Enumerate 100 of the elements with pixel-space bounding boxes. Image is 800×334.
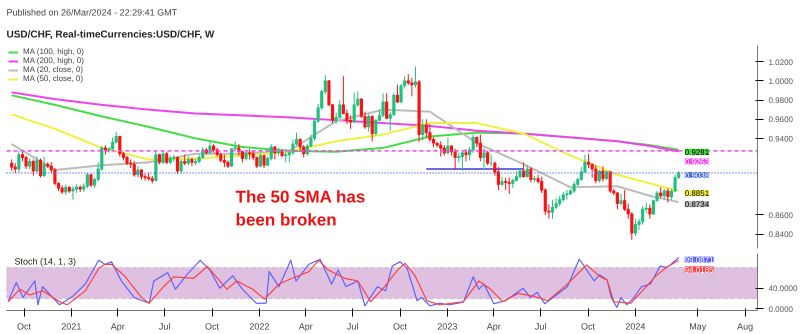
candlestick	[64, 184, 68, 196]
x-tick-label: Oct	[205, 322, 220, 332]
x-tick-label: Oct	[393, 322, 408, 332]
candlestick	[526, 164, 529, 178]
x-tick-label: 2021	[61, 322, 82, 332]
candlestick	[619, 193, 623, 206]
x-tick-label: Jul	[534, 322, 546, 332]
candlestick	[616, 192, 619, 210]
candlestick	[572, 180, 576, 194]
candlestick	[370, 114, 374, 142]
candlestick	[454, 148, 457, 170]
data-label: 0.9281	[684, 148, 710, 157]
candlestick	[558, 195, 562, 207]
candlestick	[410, 78, 414, 97]
candlestick	[262, 154, 266, 169]
candlestick	[460, 151, 464, 172]
candlestick	[565, 190, 568, 200]
annotation: The 50 SMA has been broken	[236, 188, 366, 230]
candlestick	[648, 204, 652, 220]
data-label: 94.0185	[684, 265, 714, 274]
candlestick	[284, 148, 288, 163]
candlestick	[424, 118, 428, 138]
candlestick	[392, 92, 396, 117]
candlestick	[562, 192, 565, 202]
legend-label: MA (200, high, 0)	[23, 56, 84, 65]
candlestick	[162, 150, 165, 165]
candlestick	[381, 92, 385, 118]
candlestick	[140, 168, 144, 180]
candlestick	[14, 162, 17, 174]
x-tick-label: Oct	[581, 322, 596, 332]
y-tick-label: 0.9600	[768, 115, 794, 124]
x-tick-label: Oct	[17, 322, 32, 332]
candlestick	[594, 164, 598, 184]
candlestick	[601, 166, 605, 182]
x-tick-label: Jul	[158, 322, 170, 332]
chart-title: Stoch (14, 1, 3)	[14, 256, 76, 266]
candlestick	[222, 154, 226, 168]
candlestick	[385, 92, 388, 120]
y-tick-label: 0.8400	[768, 230, 794, 240]
candlestick	[183, 154, 186, 166]
x-tick-label: 2024	[625, 322, 646, 332]
candlestick	[104, 144, 107, 156]
x-tick-label: May	[689, 322, 707, 332]
x-tick-label: Apr	[298, 322, 313, 332]
text: Published on 26/Mar/2024 - 22:29:41 GMT	[6, 8, 178, 18]
candlestick	[248, 148, 252, 160]
candlestick	[10, 158, 14, 172]
candlestick	[71, 186, 75, 200]
candlestick	[486, 150, 490, 166]
x-tick-label: Apr	[110, 322, 125, 332]
y-tick-label: 0.8600	[768, 210, 794, 220]
data-label: 0.8734	[684, 200, 710, 210]
candlestick	[180, 158, 183, 174]
candlestick	[352, 92, 356, 124]
candlestick	[89, 173, 93, 188]
candlestick	[132, 160, 136, 178]
candlestick	[158, 153, 162, 165]
y-tick-label: 40.0000	[768, 284, 798, 294]
y-tick-label: 0.0000	[768, 304, 794, 314]
x-tick-label: Aug	[737, 322, 754, 332]
candlestick	[118, 135, 122, 158]
legend-label: MA (100, high, 0)	[23, 47, 84, 56]
candlestick	[338, 100, 342, 120]
data-label: 0.8851	[684, 188, 710, 198]
candlestick	[666, 188, 670, 204]
candlestick	[529, 166, 532, 183]
candlestick	[550, 199, 554, 220]
y-tick-label: 0.9800	[768, 96, 794, 106]
candlestick	[500, 176, 504, 187]
chart-title: USD/CHF, Real-timeCurrencies:USD/CHF, W	[6, 30, 215, 40]
legend-label: MA (20, close, 0)	[23, 65, 84, 74]
candlestick	[258, 153, 262, 168]
candlestick	[17, 150, 20, 172]
candlestick	[421, 118, 424, 141]
y-tick-label: 1.0000	[768, 76, 794, 86]
ref-line-label: 0.9038	[684, 171, 710, 180]
candlestick	[219, 152, 222, 163]
candlestick	[136, 166, 140, 178]
candlestick	[586, 153, 590, 169]
candlestick	[608, 170, 612, 194]
candlestick	[414, 66, 418, 88]
candlestick	[86, 172, 89, 189]
candlestick	[482, 147, 486, 170]
candlestick	[662, 188, 666, 200]
data-label: 0.9263	[684, 157, 710, 166]
candlestick	[38, 158, 42, 178]
line-series	[10, 113, 680, 192]
candlestick	[367, 114, 370, 132]
x-tick-label: Apr	[486, 322, 501, 332]
x-tick-label: Jul	[346, 322, 358, 332]
candlestick	[24, 155, 28, 170]
candlestick	[35, 156, 38, 174]
candlestick	[396, 84, 400, 104]
candlestick	[478, 134, 482, 162]
candlestick	[634, 218, 638, 237]
candlestick	[125, 155, 129, 166]
x-tick-label: 2023	[437, 322, 458, 332]
candlestick	[32, 158, 35, 176]
candlestick	[176, 156, 180, 174]
y-tick-label: 1.0200	[768, 58, 794, 67]
